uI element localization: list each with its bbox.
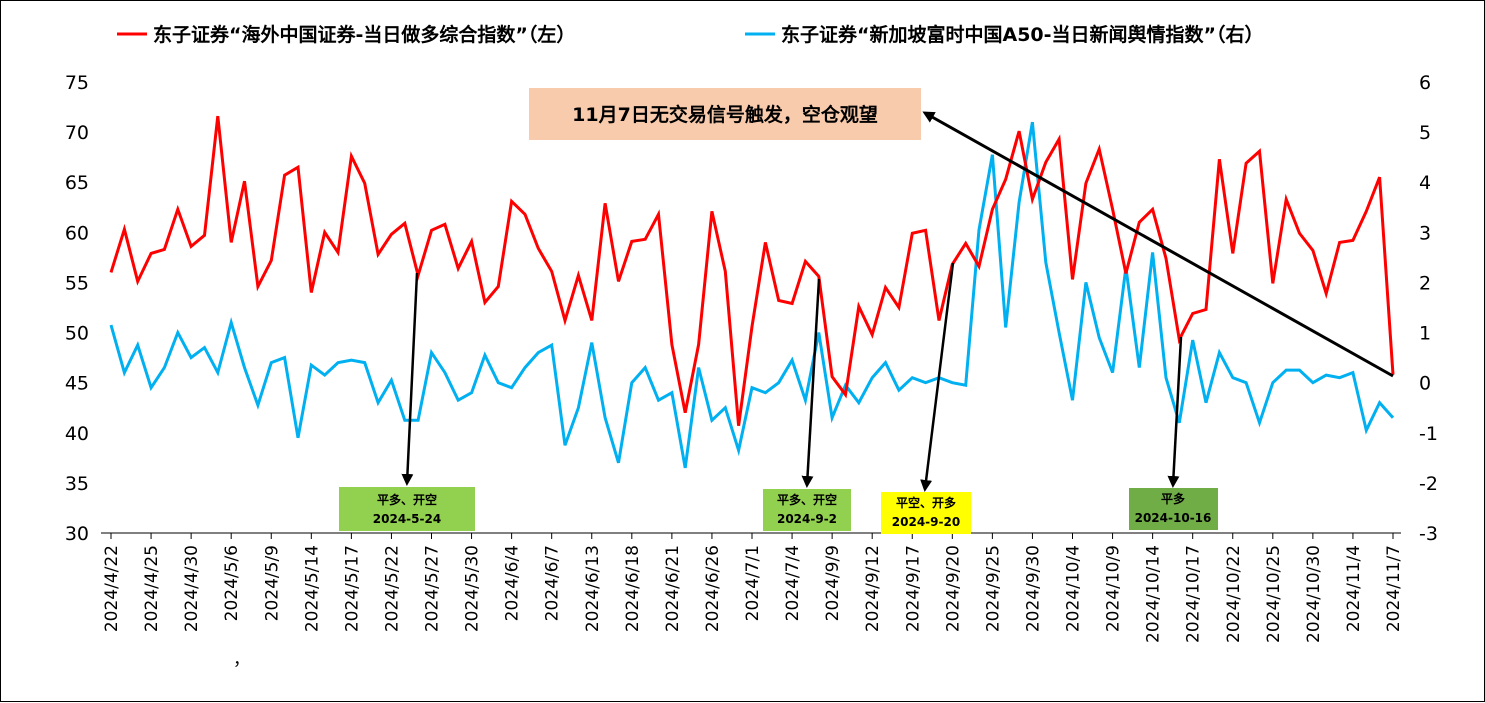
- left-tick-label: 55: [65, 272, 89, 294]
- x-tick-label: 2024/5/9: [262, 545, 282, 621]
- left-tick-label: 75: [65, 72, 89, 94]
- x-tick-label: 2024/5/27: [423, 545, 443, 632]
- stray-mark: ，: [233, 650, 250, 670]
- left-tick-label: 30: [65, 523, 89, 545]
- x-tick-label: 2024/9/20: [943, 545, 963, 632]
- x-tick-label: 2024/5/14: [302, 545, 322, 632]
- signal-box-4: [1129, 488, 1218, 530]
- signal-line2-4: 2024-10-16: [1135, 511, 1212, 525]
- signal-box-3: [881, 492, 971, 534]
- x-tick-label: 2024/7/4: [783, 545, 803, 621]
- x-tick-label: 2024/6/13: [583, 545, 603, 632]
- x-tick-label: 2024/10/14: [1144, 545, 1164, 643]
- signal-line2-2: 2024-9-2: [777, 512, 837, 526]
- x-tick-label: 2024/7/1: [743, 545, 763, 621]
- x-tick-label: 2024/10/17: [1184, 545, 1204, 643]
- x-tick-label: 2024/10/4: [1064, 545, 1084, 632]
- right-axis: -3 -2 -1 0 1 2 3 4 5 6: [1419, 72, 1438, 545]
- signal-box-1: [339, 487, 475, 531]
- left-tick-label: 35: [65, 473, 89, 495]
- left-tick-label: 65: [65, 172, 89, 194]
- right-tick-label: 2: [1419, 272, 1431, 294]
- signal-box-2: [763, 489, 851, 531]
- x-tick-label: 2024/10/30: [1304, 545, 1324, 643]
- x-tick-label: 2024/5/17: [342, 545, 362, 632]
- signal-line2-1: 2024-5-24: [373, 512, 441, 526]
- x-tick-label: 2024/10/9: [1104, 545, 1124, 632]
- right-tick-label: -3: [1419, 523, 1438, 545]
- right-tick-label: 1: [1419, 323, 1431, 345]
- series-layer: [109, 115, 1395, 469]
- x-tick-label: 2024/9/25: [983, 545, 1003, 632]
- note-box: [529, 88, 921, 140]
- right-tick-label: 0: [1419, 373, 1431, 395]
- signal-line1-4: 平多: [1161, 491, 1185, 506]
- signal-annotations: 平多、开空 2024-5-24 平多、开空 2024-9-2 平空、开多 202…: [339, 262, 1218, 534]
- x-tick-label: 2024/5/22: [382, 545, 402, 632]
- right-tick-label: 3: [1419, 222, 1431, 244]
- x-tick-label: 2024/10/25: [1264, 545, 1284, 643]
- signal-arrow-3: [920, 262, 955, 492]
- left-axis: 30 35 40 45 50 55 60 65 70 75: [65, 72, 89, 545]
- x-tick-label: 2024/6/4: [503, 545, 523, 621]
- x-tick-label: 2024/4/22: [102, 545, 122, 632]
- x-tick-label: 2024/4/30: [182, 545, 202, 632]
- signal-line1-1: 平多、开空: [377, 492, 437, 507]
- x-tick-label: 2024/11/7: [1384, 545, 1404, 632]
- legend: 东子证券“海外中国证券-当日做多综合指数”（左） 东子证券“新加坡富时中国A50…: [117, 23, 1264, 46]
- x-tick-label: 2024/5/6: [222, 545, 242, 621]
- signal-arrow-1: [401, 272, 419, 486]
- note-arrow: [922, 111, 1394, 378]
- right-tick-label: 5: [1419, 122, 1431, 144]
- x-tick-label: 2024/6/7: [543, 545, 563, 621]
- right-tick-label: -1: [1419, 423, 1438, 445]
- note-text: 11月7日无交易信号触发，空仓观望: [572, 103, 878, 126]
- series-line-long-index: [109, 115, 1395, 427]
- x-tick-label: 2024/9/30: [1023, 545, 1043, 632]
- signal-line1-2: 平多、开空: [777, 492, 837, 507]
- x-tick-label: 2024/6/18: [623, 545, 643, 632]
- x-tick-label: 2024/10/22: [1224, 545, 1244, 643]
- legend-label-left: 东子证券“海外中国证券-当日做多综合指数”（左）: [153, 23, 575, 46]
- signal-arrow-4: [1167, 336, 1183, 488]
- right-tick-label: -2: [1419, 473, 1438, 495]
- series-line-sentiment-index: [109, 121, 1395, 469]
- left-tick-label: 60: [65, 222, 89, 244]
- left-tick-label: 70: [65, 122, 89, 144]
- note-callout: 11月7日无交易信号触发，空仓观望: [529, 88, 1394, 378]
- left-tick-label: 40: [65, 423, 89, 445]
- signal-arrow-2: [801, 278, 821, 488]
- right-tick-label: 4: [1419, 172, 1431, 194]
- x-tick-label: 2024/11/4: [1344, 545, 1364, 632]
- x-tick-label: 2024/9/12: [863, 545, 883, 632]
- left-tick-label: 45: [65, 373, 89, 395]
- x-tick-label: 2024/6/26: [703, 545, 723, 632]
- x-axis-ticks: 2024/4/22 2024/4/25 2024/4/30 2024/5/6 2024/…: [102, 533, 1404, 643]
- x-tick-label: 2024/9/17: [903, 545, 923, 632]
- x-tick-label: 2024/9/9: [823, 545, 843, 621]
- signal-line1-3: 平空、开多: [896, 495, 956, 510]
- right-tick-label: 6: [1419, 72, 1431, 94]
- x-tick-label: 2024/6/21: [663, 545, 683, 632]
- signal-line2-3: 2024-9-20: [892, 515, 960, 529]
- x-tick-label: 2024/5/30: [463, 545, 483, 632]
- x-tick-label: 2024/4/25: [142, 545, 162, 632]
- legend-label-right: 东子证券“新加坡富时中国A50-当日新闻舆情指数”（右）: [781, 23, 1264, 46]
- left-tick-label: 50: [65, 323, 89, 345]
